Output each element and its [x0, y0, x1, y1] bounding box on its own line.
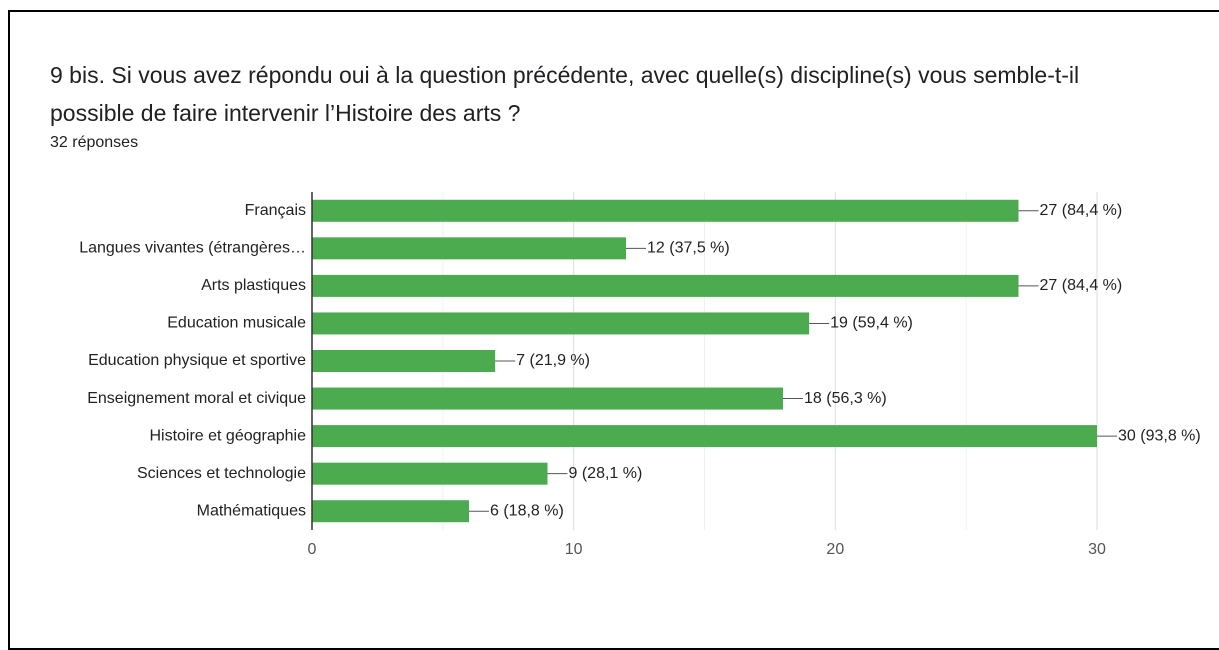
chart: 0 10 20 30 Français 27 (84,4 %) Langues vivant… — [79, 192, 1201, 558]
value-label: 9 (28,1 %) — [569, 465, 643, 482]
y-tick-label: Histoire et géographie — [149, 427, 306, 444]
y-tick-label: Mathématiques — [197, 502, 306, 519]
y-tick-label: Langues vivantes (étrangères… — [79, 240, 306, 257]
value-label: 27 (84,4 %) — [1040, 202, 1123, 219]
y-tick-label: Enseignement moral et civique — [87, 390, 306, 407]
value-label: 30 (93,8 %) — [1118, 427, 1201, 444]
bar — [312, 500, 469, 523]
y-tick-label: Education musicale — [167, 315, 306, 332]
chart-subtitle: 32 réponses — [50, 134, 139, 151]
value-label: 19 (59,4 %) — [830, 315, 913, 332]
bar — [312, 199, 1019, 222]
bar — [312, 350, 496, 372]
value-label: 7 (21,9 %) — [516, 352, 590, 369]
x-tick-label: 20 — [826, 541, 844, 558]
value-label: 27 (84,4 %) — [1040, 277, 1123, 294]
chart-title: 9 bis. Si vous avez répondu oui à la que… — [50, 62, 1080, 126]
y-tick-label: Arts plastiques — [201, 277, 306, 294]
y-tick-label: Sciences et technologie — [137, 465, 306, 482]
x-tick-label: 10 — [565, 541, 583, 558]
page: 9 bis. Si vous avez répondu oui à la que… — [8, 10, 1219, 650]
value-label: 6 (18,8 %) — [490, 502, 564, 519]
y-tick-label: Education physique et sportive — [88, 352, 306, 369]
bar — [312, 425, 1097, 448]
y-tick-label: Français — [245, 202, 306, 219]
bar — [312, 237, 626, 260]
value-label: 18 (56,3 %) — [804, 390, 887, 407]
bar — [312, 274, 1019, 297]
bar — [312, 387, 783, 410]
value-label: 12 (37,5 %) — [647, 240, 730, 257]
x-tick-label: 0 — [308, 541, 317, 558]
bar — [312, 312, 810, 335]
x-tick-label: 30 — [1088, 541, 1106, 558]
bar — [312, 462, 548, 485]
